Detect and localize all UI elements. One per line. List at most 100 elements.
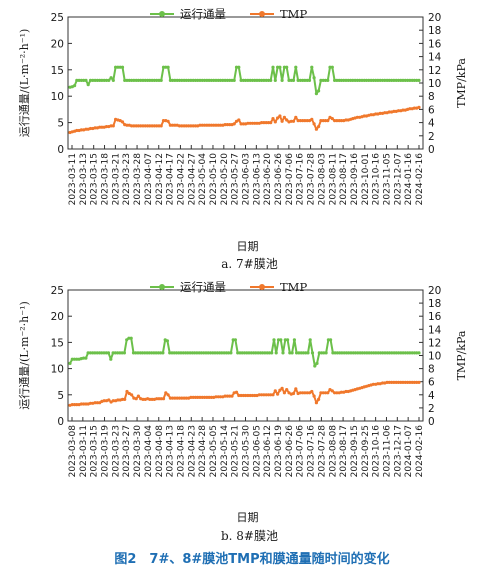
right-y-tick-label: 14	[428, 52, 442, 64]
data-point	[82, 78, 86, 82]
right-y-tick-label: 4	[428, 118, 435, 130]
left-y-axis-label: 运行通量/(L·m⁻²·h⁻¹)	[18, 29, 31, 138]
data-point	[174, 351, 179, 355]
data-point	[131, 351, 136, 355]
x-tick-label: 2023-03-08	[68, 425, 78, 478]
data-point	[214, 123, 218, 127]
right-y-axis-label: TMP/kPa	[455, 58, 468, 108]
data-point	[281, 351, 285, 355]
data-point	[392, 380, 396, 384]
data-point	[253, 121, 257, 125]
data-point	[84, 127, 88, 131]
data-point	[136, 351, 140, 355]
data-point	[166, 393, 170, 397]
data-point	[381, 351, 385, 355]
data-point	[244, 78, 248, 82]
data-point	[193, 351, 197, 355]
data-point	[378, 351, 383, 355]
data-point	[247, 351, 251, 355]
data-point	[113, 351, 117, 355]
data-point	[91, 351, 95, 355]
data-point	[403, 380, 407, 384]
data-point	[232, 122, 236, 126]
data-point	[367, 78, 371, 82]
data-point	[412, 351, 417, 355]
data-point	[250, 78, 255, 82]
data-point	[234, 65, 239, 69]
data-point	[301, 78, 305, 82]
left-y-tick-label: 5	[57, 118, 64, 130]
x-tick-label: 2023-10-01	[361, 153, 371, 205]
data-point	[229, 351, 233, 355]
data-point	[134, 78, 138, 82]
data-point	[287, 78, 291, 82]
data-point	[415, 78, 419, 82]
data-point	[288, 351, 292, 355]
x-tick-label: 2023-04-22	[176, 153, 186, 205]
data-point	[107, 398, 111, 402]
data-point	[387, 78, 391, 82]
data-point	[301, 119, 305, 123]
x-tick-label: 2023-04-13	[166, 425, 176, 477]
data-point	[177, 351, 181, 355]
data-point	[191, 395, 195, 399]
data-point	[291, 119, 296, 123]
legend-marker	[259, 284, 265, 290]
data-point	[172, 351, 176, 355]
data-point	[221, 78, 225, 82]
data-point	[79, 78, 83, 82]
data-point	[408, 380, 412, 384]
data-point	[362, 78, 366, 82]
x-tick-label: 2023-05-20	[220, 153, 230, 206]
data-point	[355, 115, 359, 119]
data-point	[250, 121, 255, 125]
data-point	[269, 393, 273, 397]
data-point	[250, 393, 255, 398]
x-tick-label: 2023-12-17	[393, 425, 403, 477]
data-point	[412, 380, 416, 384]
data-point	[417, 105, 421, 109]
data-point	[184, 78, 188, 82]
data-point	[252, 351, 256, 355]
data-point	[269, 78, 273, 82]
x-tick-label: 2023-04-18	[176, 425, 186, 478]
data-point	[323, 391, 328, 395]
data-point	[254, 351, 258, 355]
data-point	[371, 78, 375, 82]
data-point	[330, 389, 334, 393]
panel-subtitle: a. 7#膜池	[221, 257, 277, 271]
data-point	[344, 389, 348, 394]
data-point	[184, 124, 188, 128]
data-point	[358, 78, 362, 82]
data-point	[242, 351, 247, 355]
data-point	[93, 126, 97, 130]
data-point	[392, 109, 396, 113]
data-point	[188, 351, 192, 355]
data-point	[95, 351, 99, 355]
data-point	[182, 396, 186, 400]
data-point	[120, 65, 125, 69]
data-point	[326, 338, 330, 342]
data-point	[134, 351, 138, 355]
data-point	[262, 78, 266, 82]
data-point	[190, 351, 194, 355]
data-point	[70, 403, 74, 407]
data-point	[283, 338, 287, 342]
data-point	[330, 117, 334, 121]
data-point	[104, 351, 108, 355]
x-tick-label: 2023-03-18	[101, 153, 111, 206]
data-point	[285, 65, 289, 69]
data-point	[241, 393, 245, 398]
data-point	[173, 78, 177, 82]
data-point	[91, 78, 95, 82]
data-point	[396, 380, 401, 384]
data-point	[339, 78, 343, 82]
data-point	[175, 78, 179, 82]
data-point	[218, 395, 223, 399]
data-point	[371, 382, 375, 386]
x-tick-label: 2023-05-14	[220, 425, 230, 478]
data-point	[248, 121, 252, 125]
data-point	[77, 78, 81, 82]
data-point	[152, 124, 156, 128]
data-point	[333, 119, 337, 123]
